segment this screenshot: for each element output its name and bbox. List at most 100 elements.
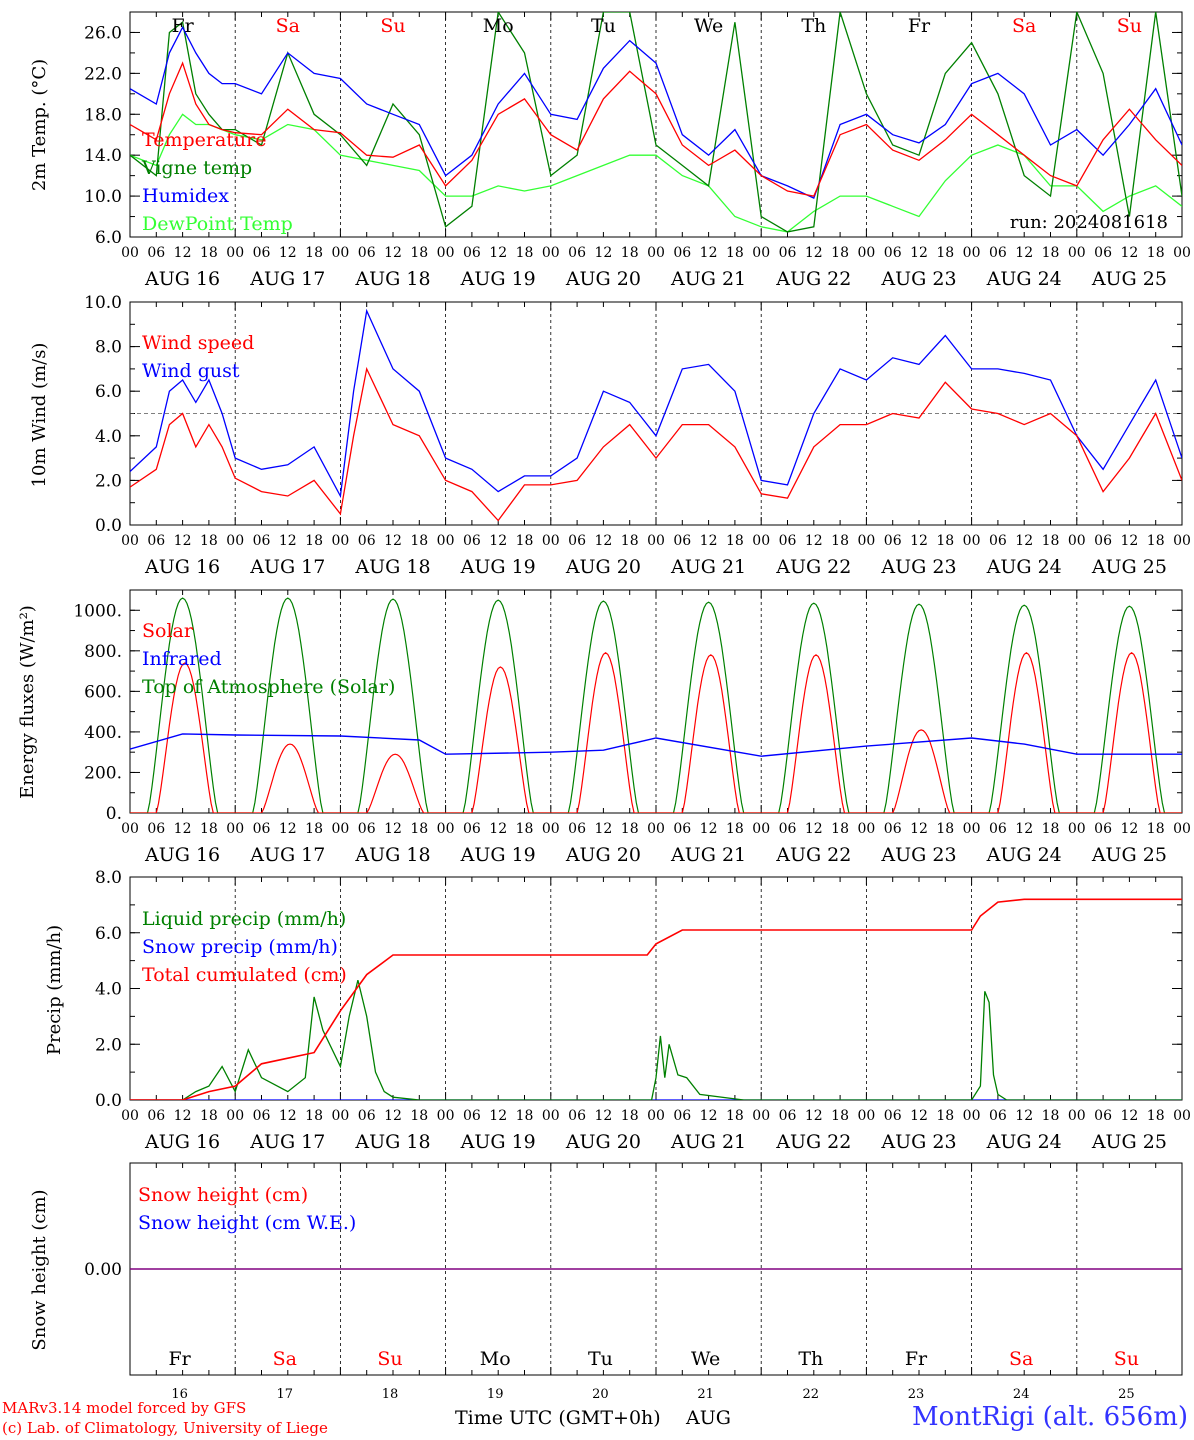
weekday-label-bottom: Fr	[168, 1348, 191, 1370]
hour-tick-label: 00	[1173, 1108, 1191, 1124]
date-label: AUG 17	[249, 844, 325, 866]
hour-tick-label: 00	[542, 821, 560, 837]
legend-entry: Vigne temp	[141, 157, 252, 179]
date-label: AUG 17	[249, 268, 325, 290]
hour-tick-label: 00	[437, 245, 455, 261]
hour-tick-label: 06	[147, 245, 165, 261]
hour-tick-label: 12	[384, 1108, 402, 1124]
y-tick-label: 6.0	[95, 382, 122, 402]
hour-tick-label: 18	[516, 821, 534, 837]
hour-tick-label: 00	[963, 245, 981, 261]
series-line-temperature	[130, 61, 1182, 197]
date-label: AUG 19	[460, 556, 536, 578]
date-label: AUG 22	[775, 844, 851, 866]
y-tick-label: 0.00	[84, 1260, 122, 1280]
hour-tick-label: 06	[989, 1108, 1007, 1124]
hour-tick-label: 18	[516, 245, 534, 261]
y-tick-label: 10.0	[84, 293, 122, 313]
hour-tick-label: 00	[1068, 245, 1086, 261]
hour-tick-label: 06	[147, 533, 165, 549]
weekday-label-bottom: Tu	[588, 1348, 613, 1370]
hour-tick-label: 18	[200, 821, 218, 837]
hour-tick-label: 12	[594, 245, 612, 261]
hour-tick-label: 00	[752, 245, 770, 261]
date-label: AUG 22	[775, 556, 851, 578]
date-label: AUG 17	[249, 556, 325, 578]
series-line-wind-speed	[130, 366, 1182, 522]
hour-tick-label: 06	[1094, 1108, 1112, 1124]
series-line-total-cumulated-cm-	[130, 898, 1182, 1100]
y-tick-label: 18.0	[84, 105, 122, 125]
hour-tick-label: 00	[963, 821, 981, 837]
y-tick-label: 0.0	[95, 1091, 122, 1111]
series-line-wind-gust	[130, 308, 1182, 499]
day-number-label: 22	[803, 1387, 820, 1402]
hour-tick-label: 12	[174, 245, 192, 261]
hour-tick-label: 18	[200, 1108, 218, 1124]
series-solar-line	[130, 652, 1182, 813]
hour-tick-label: 18	[1147, 821, 1165, 837]
hour-tick-label: 18	[621, 533, 639, 549]
hour-tick-label: 18	[410, 245, 428, 261]
y-tick-label: 0.	[106, 804, 122, 824]
hour-tick-label: 18	[1042, 1108, 1060, 1124]
hour-tick-label: 00	[226, 1108, 244, 1124]
hour-tick-label: 12	[805, 821, 823, 837]
hour-tick-label: 12	[174, 533, 192, 549]
hour-tick-label: 00	[542, 533, 560, 549]
date-label: AUG 21	[670, 268, 746, 290]
hour-tick-label: 06	[1094, 821, 1112, 837]
legend-entry: Liquid precip (mm/h)	[142, 908, 346, 930]
hour-tick-label: 00	[331, 1108, 349, 1124]
hour-tick-label: 18	[410, 533, 428, 549]
date-label: AUG 20	[565, 1131, 641, 1153]
series-line-liquid-precip-mm-h-	[130, 979, 1182, 1100]
hour-tick-label: 18	[936, 821, 954, 837]
y-tick-label: 14.0	[84, 146, 122, 166]
day-number-label: 23	[908, 1387, 925, 1402]
date-label: AUG 16	[144, 268, 220, 290]
legend-entry: Wind gust	[142, 360, 240, 382]
hour-tick-label: 00	[857, 1108, 875, 1124]
weekday-label-bottom: Th	[798, 1348, 823, 1370]
hour-tick-label: 18	[1147, 245, 1165, 261]
date-label: AUG 24	[986, 556, 1062, 578]
date-label: AUG 25	[1091, 556, 1167, 578]
hour-tick-label: 18	[200, 533, 218, 549]
hour-tick-label: 12	[910, 245, 928, 261]
y-tick-label: 8.0	[95, 868, 122, 888]
hour-tick-label: 06	[147, 821, 165, 837]
date-label: AUG 20	[565, 268, 641, 290]
hour-tick-label: 18	[831, 533, 849, 549]
hour-tick-label: 06	[673, 821, 691, 837]
panel-3	[129, 589, 1183, 814]
hour-tick-label: 12	[279, 533, 297, 549]
legend-entry: Top of Atmosphere (Solar)	[142, 676, 395, 698]
hour-tick-label: 06	[884, 533, 902, 549]
weekday-label-top: Fr	[171, 15, 194, 37]
date-label: AUG 23	[880, 268, 956, 290]
weekday-label-top: Su	[1117, 15, 1142, 37]
hour-tick-label: 06	[253, 245, 271, 261]
hour-tick-label: 06	[358, 245, 376, 261]
date-label: AUG 25	[1091, 1131, 1167, 1153]
legend-entry: Temperature	[142, 129, 266, 151]
weekday-label-bottom: Su	[377, 1348, 402, 1370]
series-line-humidex	[130, 25, 1182, 199]
hour-tick-label: 18	[726, 245, 744, 261]
legend-entry: Total cumulated (cm)	[142, 964, 347, 986]
hour-tick-label: 06	[779, 533, 797, 549]
hour-tick-label: 12	[1015, 533, 1033, 549]
weekday-label-bottom: Mo	[480, 1348, 511, 1370]
hour-tick-label: 18	[621, 1108, 639, 1124]
y-tick-label: 22.0	[84, 64, 122, 84]
weekday-label-top: Sa	[1012, 15, 1036, 37]
hour-tick-label: 12	[489, 821, 507, 837]
hour-tick-label: 06	[673, 1108, 691, 1124]
hour-tick-label: 18	[305, 821, 323, 837]
date-label: AUG 24	[986, 268, 1062, 290]
day-number-label: 19	[487, 1387, 504, 1402]
hour-tick-label: 12	[594, 1108, 612, 1124]
date-label: AUG 23	[880, 1131, 956, 1153]
hour-tick-label: 18	[1042, 245, 1060, 261]
